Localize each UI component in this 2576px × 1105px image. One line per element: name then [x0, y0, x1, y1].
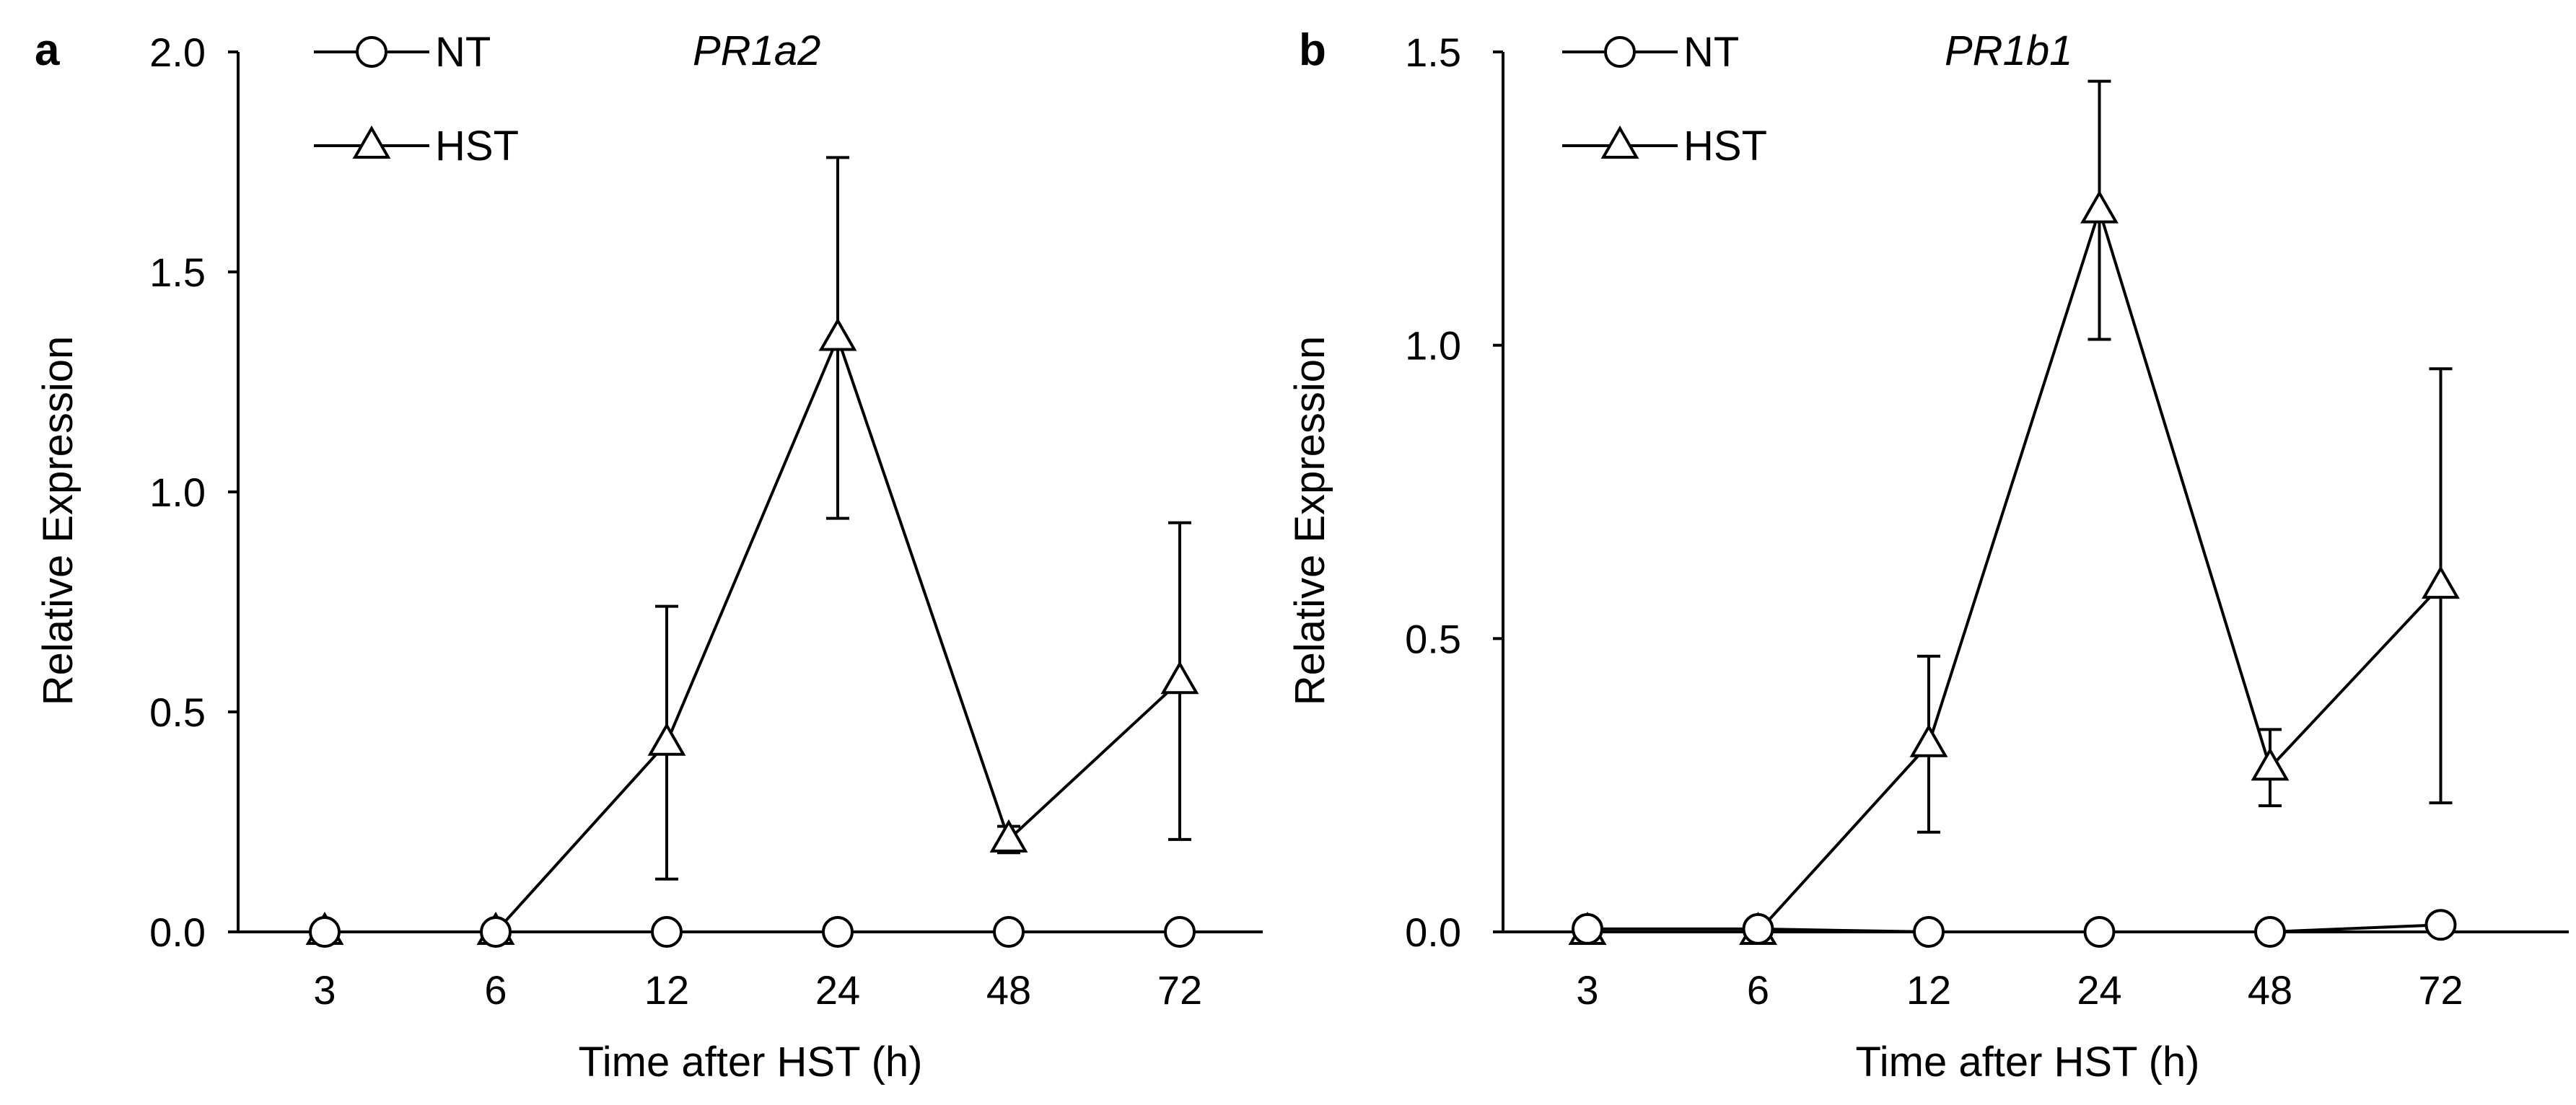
- y-tick-label: 1.5: [149, 250, 206, 295]
- y-tick-label: 1.0: [149, 470, 206, 515]
- x-tick-label: 24: [815, 967, 860, 1013]
- hst-point: [818, 317, 857, 351]
- nt-point: [309, 916, 341, 948]
- legend-marker-hst: [1600, 125, 1639, 159]
- x-tick-label: 3: [1576, 967, 1598, 1013]
- hst-point: [647, 722, 686, 756]
- x-tick-label: 48: [986, 967, 1031, 1013]
- hst-point: [1160, 661, 1199, 695]
- legend-label-hst: HST: [435, 123, 519, 170]
- legend-marker-nt: [356, 36, 387, 68]
- x-tick-label: 72: [1157, 967, 1202, 1013]
- legend-marker-hst: [352, 125, 391, 159]
- panel-label: b: [1299, 25, 1326, 75]
- legend-label-nt: NT: [1683, 29, 1739, 76]
- chart-panel-b: b PR1b1 0.0 0.5 1.0 1.5 3 6 12 24 48 72 Time after H…: [1287, 25, 2569, 1086]
- nt-point: [2424, 909, 2457, 941]
- series-line-nt: [1587, 923, 2441, 933]
- y-axis-label: Relative Expression: [1287, 336, 1333, 706]
- nt-point: [993, 916, 1025, 948]
- x-tick-label: 6: [484, 967, 507, 1013]
- x-tick-label: 12: [644, 967, 689, 1013]
- legend-label-hst: HST: [1683, 123, 1767, 170]
- nt-point: [651, 916, 683, 948]
- hst-point: [2422, 565, 2460, 599]
- x-tick-label: 3: [313, 967, 336, 1013]
- y-tick-label: 0.0: [149, 910, 206, 955]
- nt-point: [2083, 916, 2116, 948]
- nt-point: [1742, 912, 1774, 945]
- x-tick-label: 72: [2418, 967, 2463, 1013]
- gene-title: PR1b1: [1945, 27, 2072, 74]
- nt-point: [1572, 912, 1603, 945]
- legend-marker-nt: [1604, 36, 1636, 68]
- x-axis-label: Time after HST (h): [579, 1039, 923, 1086]
- nt-point: [480, 916, 512, 948]
- nt-point: [822, 916, 854, 948]
- x-tick-label: 48: [2248, 967, 2292, 1013]
- y-axis-label: Relative Expression: [35, 336, 82, 706]
- legend-label-nt: NT: [435, 29, 491, 76]
- nt-point: [1913, 916, 1945, 948]
- series-line-hst: [325, 333, 1181, 933]
- series-line-hst: [1587, 205, 2442, 933]
- nt-point: [1164, 916, 1196, 948]
- y-tick-label: 1.5: [1405, 30, 1461, 75]
- x-tick-label: 12: [1906, 967, 1951, 1013]
- hst-point: [2080, 190, 2119, 224]
- nt-point: [2254, 916, 2286, 948]
- y-tick-label: 0.5: [149, 690, 206, 735]
- hst-point: [989, 819, 1028, 853]
- chart-panel-a: a PR1a2 0.0 0.5 1.0 1.5 2.0 3 6 12 24 48 72 Time afte…: [35, 25, 1263, 1086]
- gene-title: PR1a2: [693, 27, 820, 74]
- x-axis-label: Time after HST (h): [1856, 1039, 2200, 1086]
- y-tick-label: 2.0: [149, 30, 206, 75]
- y-tick-label: 0.5: [1405, 616, 1461, 661]
- hst-point: [1909, 723, 1948, 757]
- y-tick-label: 1.0: [1405, 323, 1461, 369]
- y-tick-label: 0.0: [1405, 910, 1461, 955]
- panel-label: a: [35, 25, 60, 75]
- x-tick-label: 6: [1747, 967, 1769, 1013]
- hst-point: [2251, 747, 2290, 781]
- x-tick-label: 24: [2077, 967, 2121, 1013]
